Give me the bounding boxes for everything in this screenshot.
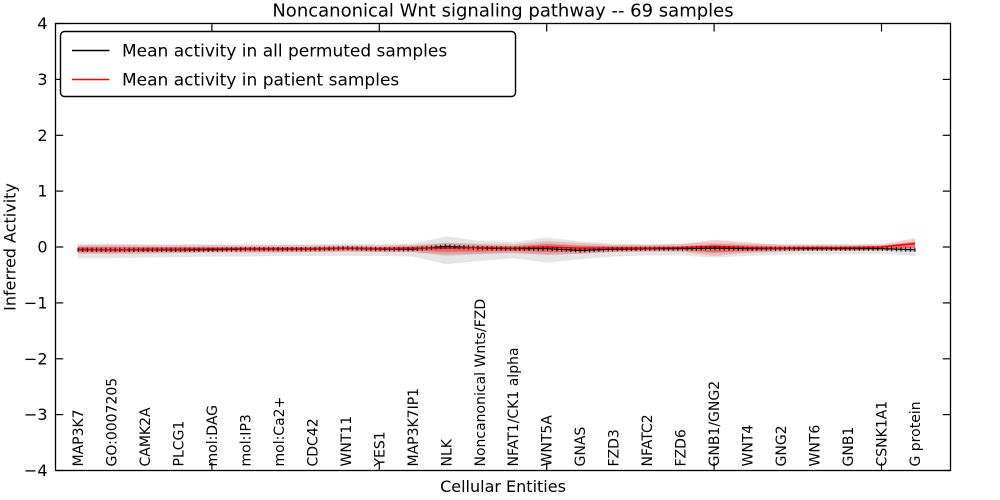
x-category-label: G protein [908,401,924,466]
x-category-label: CSNK1A1 [875,401,891,467]
x-category-label: WNT6 [808,425,824,467]
x-category-label: Noncanonical Wnts/FZD [473,299,489,467]
x-category-label: GNB1 [841,427,857,467]
x-category-label: WNT11 [339,416,355,467]
y-tick-label: 0 [37,238,47,257]
y-tick-label: 2 [37,126,47,145]
x-category-label: NFATC2 [640,414,656,466]
legend-box: Mean activity in all permuted samples Me… [59,30,517,98]
sample-tick-markers [77,244,916,253]
x-category-label: mol:DAG [205,405,221,467]
x-category-label: GO:0007205 [104,378,120,467]
x-category-label: YES1 [372,431,388,467]
x-category-label: GNG2 [774,425,790,466]
x-category-labels: MAP3K7 GO:0007205 CAMK2A PLCG1 mol:DAG mol:IP… [71,299,924,468]
x-category-label: FZD3 [607,429,623,466]
y-tick-label: −1 [24,293,48,312]
sample-marker-ticks [77,244,916,253]
x-category-label: PLCG1 [171,421,187,467]
x-category-label: WNT5A [540,415,556,467]
x-category-label: FZD6 [674,429,690,466]
y-tick-label: 4 [37,14,47,33]
y-tick-label: −2 [24,349,48,368]
x-category-label: CDC42 [305,418,321,466]
x-category-label: WNT4 [741,425,757,467]
x-category-label: mol:Ca2+ [272,397,288,467]
plot-frame [54,22,952,472]
x-category-label: mol:IP3 [238,414,254,466]
y-tick-label: 3 [37,70,47,89]
x-category-label: GNB1/GNG2 [707,381,723,467]
x-category-label: NLK [439,438,455,466]
x-category-label: CAMK2A [138,407,154,467]
x-axis-label: Cellular Entities [440,477,566,496]
legend-label-permuted: Mean activity in all permuted samples [122,42,447,62]
y-tick-label: 1 [37,182,47,201]
x-category-label: MAP3K7 [71,409,87,466]
x-category-label: MAP3K7IP1 [406,388,422,467]
y-tick-labels: −4 −3 −2 −1 0 1 2 3 4 [24,14,48,480]
y-tick-label: −3 [24,405,48,424]
x-category-label: NFAT1/CK1 alpha [506,347,522,466]
x-category-label: GNAS [573,427,589,467]
legend-frame [59,30,517,98]
y-tick-label: −4 [24,461,48,480]
chart-title: Noncanonical Wnt signaling pathway -- 69… [272,1,733,22]
legend-label-patient: Mean activity in patient samples [122,71,399,91]
y-axis-label: Inferred Activity [1,183,20,311]
